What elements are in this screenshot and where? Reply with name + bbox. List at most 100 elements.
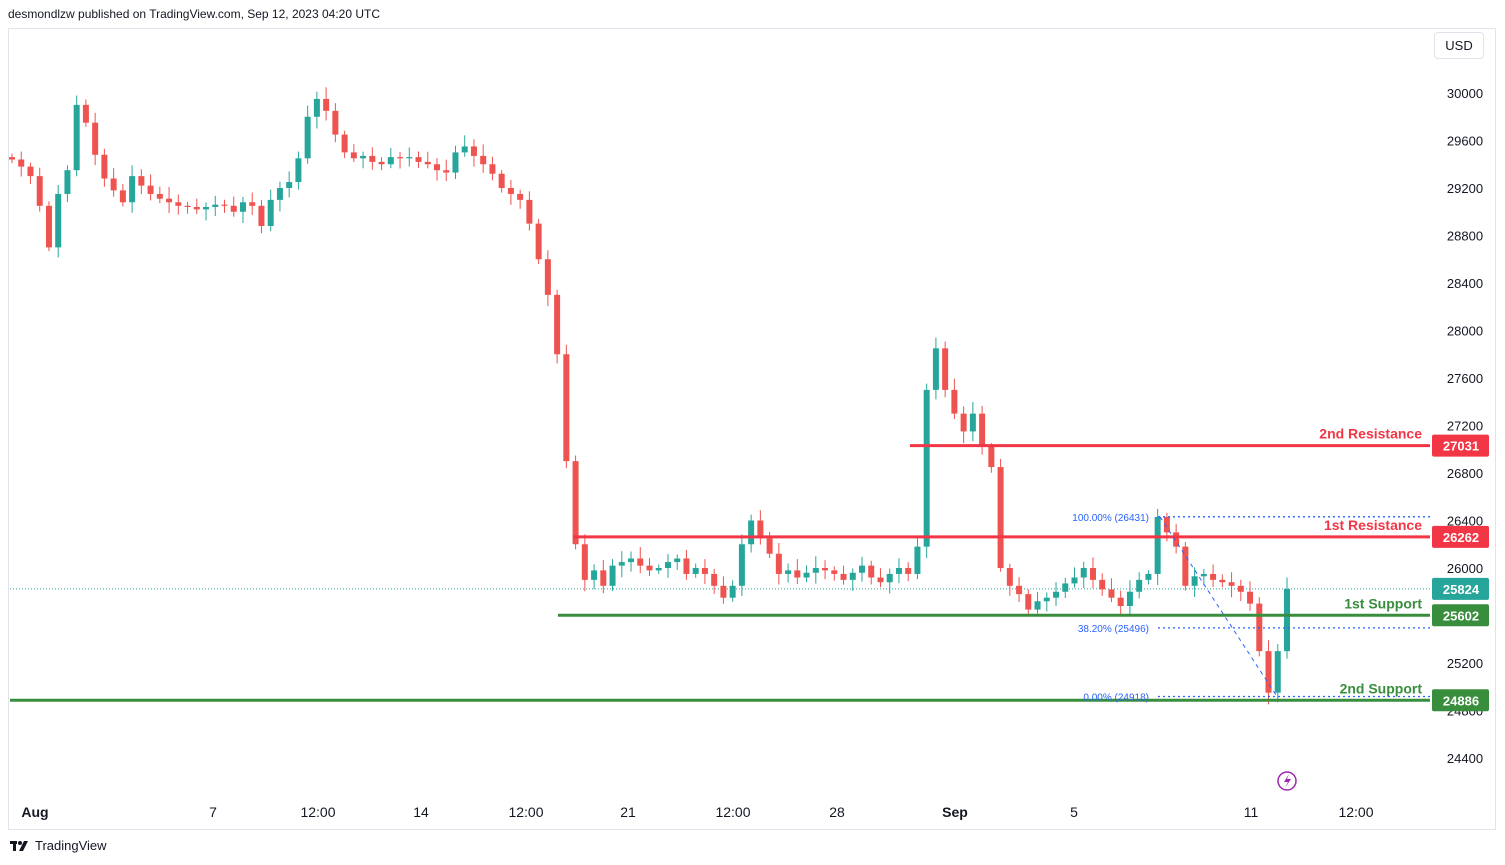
candle-body [397,157,404,159]
candle-body [434,164,440,171]
level-price-tag [1432,434,1489,457]
candle-body [1117,597,1124,606]
x-tick-label: Sep [942,804,968,820]
candle-body [156,193,163,199]
candle-body [387,157,394,165]
candle-body [886,573,893,583]
last-price-tag [1432,577,1489,600]
y-tick-label: 27200 [1447,419,1483,434]
y-tick-label: 26800 [1447,466,1483,481]
x-tick-label: 5 [1070,804,1078,820]
candle-body [572,461,579,545]
candle-body [175,202,182,206]
candle-body [822,568,829,571]
candle-body [803,572,810,578]
candle-body [55,193,62,248]
currency-button[interactable]: USD [1434,32,1484,59]
candle-body [1089,568,1096,580]
tradingview-logo[interactable]: TradingView [10,838,107,853]
y-tick-label: 29600 [1447,134,1483,149]
candle-body [923,389,930,547]
level-price-tag-label: 26262 [1443,530,1479,545]
candle-body [757,520,764,539]
candle-body [350,152,357,159]
candle-body [526,199,533,224]
candle-body [323,98,330,111]
candle-body [637,558,644,566]
candle-body [1053,591,1060,598]
candle-body [554,294,561,355]
candle-body [766,538,773,554]
candle-body [1034,601,1041,610]
candle-body [295,158,302,183]
candle-body [267,199,274,226]
fib-label: 0.00% (24918) [1083,692,1149,703]
candle-body [193,207,200,210]
candle-body [711,573,718,586]
candle-body [1080,568,1087,578]
candle-body [1228,582,1235,586]
candle-body [166,198,173,203]
candle-body [1154,516,1161,574]
level-price-tag [1432,525,1489,548]
candle-body [369,155,376,162]
tradingview-brand-label: TradingView [35,838,107,853]
candle-body [1274,651,1281,693]
candle-body [859,565,865,573]
x-tick-label: 11 [1244,804,1259,820]
fib-label: 100.00% (26431) [1072,513,1149,524]
y-tick-label: 27600 [1447,371,1483,386]
level-label-resistance: 2nd Resistance [1319,426,1422,442]
level-label-resistance: 1st Resistance [1324,517,1422,533]
candle-body [378,161,385,165]
candle-body [1284,588,1290,652]
x-tick-label: 7 [209,804,217,820]
y-tick-label: 26400 [1447,514,1483,529]
y-tick-label: 26000 [1447,561,1483,576]
candle-body [600,570,607,586]
candle-body [618,562,625,566]
candle-body [406,157,413,159]
level-label-support: 2nd Support [1340,680,1423,696]
candle-body [1099,579,1106,590]
candle-body [729,585,736,598]
candle-body [1191,576,1198,586]
lightning-bolt-icon [1284,774,1291,788]
candle-body [877,577,884,583]
candle-body [498,173,505,188]
candle-body [249,202,256,206]
candle-body [147,185,154,194]
candle-body [92,122,99,155]
candle-body [9,157,15,160]
candle-body [674,558,681,563]
candle-body [951,389,958,414]
candle-body [1025,594,1032,610]
x-tick-label: 12:00 [1338,804,1373,820]
candle-body [1219,579,1226,583]
y-tick-label: 28800 [1447,229,1483,244]
candle-body [119,190,126,203]
y-tick-label: 24400 [1447,751,1483,766]
candle-body [1163,516,1170,533]
candle-body [655,568,662,571]
candle-body [1210,573,1217,580]
candle-body [304,116,311,159]
candle-body [27,166,34,177]
candle-body [812,568,819,573]
candle-body [45,205,52,248]
candle-body [452,152,459,173]
chart-frame [8,28,1496,830]
candle-body [932,348,939,390]
level-label-support: 1st Support [1344,595,1422,611]
candle-body [831,570,838,574]
candle-body [258,205,265,226]
candle-body [868,565,875,578]
candle-body [581,544,588,580]
y-tick-label: 28400 [1447,276,1483,291]
candle-body [18,159,25,167]
candle-body [110,178,117,191]
candle-body [997,467,1004,568]
candle-body [1006,568,1013,586]
candle-body [591,570,598,580]
